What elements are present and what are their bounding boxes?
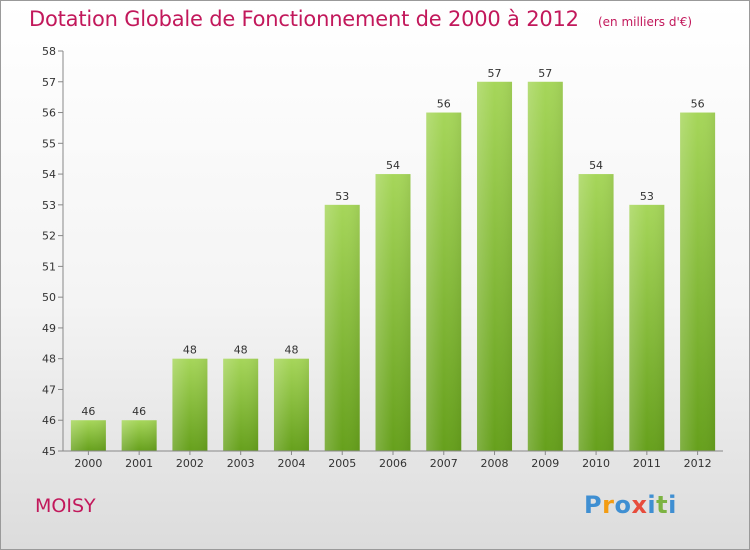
x-axis: 2000 2001 2002 2003 2004 2005 2006 2007 2008 2009… bbox=[63, 450, 723, 470]
bar-shade bbox=[680, 112, 716, 452]
x-tick-label: 2002 bbox=[176, 457, 204, 470]
chart-title: Dotation Globale de Fonctionnement de 20… bbox=[29, 7, 579, 31]
y-tick-label: 56 bbox=[42, 107, 56, 120]
x-tick-label: 2005 bbox=[328, 457, 356, 470]
x-tick-label: 2010 bbox=[582, 457, 610, 470]
bar-value-label: 48 bbox=[183, 344, 197, 357]
bar-value-label: 54 bbox=[386, 159, 400, 172]
x-tick-label: 2003 bbox=[227, 457, 255, 470]
x-tick-label: 2012 bbox=[684, 457, 712, 470]
logo-letter: r bbox=[602, 491, 615, 519]
x-tick-label: 2008 bbox=[481, 457, 509, 470]
bar-value-label: 56 bbox=[437, 98, 451, 111]
y-tick-label: 52 bbox=[42, 230, 56, 243]
y-tick-label: 46 bbox=[42, 414, 56, 427]
logo-letter: x bbox=[631, 491, 648, 519]
bar-value-label: 53 bbox=[640, 190, 654, 203]
logo-letter: t bbox=[656, 491, 669, 519]
bar-value-label: 53 bbox=[335, 190, 349, 203]
y-tick-label: 49 bbox=[42, 322, 56, 335]
proxiti-logo: Proxiti bbox=[584, 491, 677, 519]
y-tick-label: 45 bbox=[42, 445, 56, 458]
bar-shade bbox=[629, 204, 665, 451]
y-tick-label: 47 bbox=[42, 383, 56, 396]
x-tick-label: 2006 bbox=[379, 457, 407, 470]
bar-value-label: 57 bbox=[538, 67, 552, 80]
y-tick-label: 58 bbox=[42, 45, 56, 58]
logo-letter: o bbox=[614, 491, 632, 519]
bar-shade bbox=[375, 174, 411, 452]
bar-value-label: 54 bbox=[589, 159, 603, 172]
location-label: MOISY bbox=[35, 495, 96, 517]
chart-unit: (en milliers d'€) bbox=[597, 15, 693, 29]
bar-shade bbox=[578, 174, 614, 452]
bar-shade bbox=[223, 358, 259, 451]
x-tick-label: 2009 bbox=[531, 457, 559, 470]
bars: 46 46 48 48 48 53 54 56 57 57 54 53 56 bbox=[70, 67, 716, 452]
logo-letter: P bbox=[584, 491, 603, 519]
bar-value-label: 46 bbox=[132, 405, 146, 418]
y-tick-label: 53 bbox=[42, 199, 56, 212]
y-tick-label: 48 bbox=[42, 353, 56, 366]
bar-value-label: 57 bbox=[488, 67, 502, 80]
bar-value-label: 48 bbox=[234, 344, 248, 357]
y-axis: 45 46 47 48 49 50 51 52 53 54 55 56 57 58 bbox=[42, 45, 64, 458]
y-tick-label: 54 bbox=[42, 168, 56, 181]
bar-shade bbox=[527, 81, 563, 452]
y-tick-label: 55 bbox=[42, 137, 56, 150]
chart-title-block: Dotation Globale de Fonctionnement de 20… bbox=[29, 7, 692, 31]
bar-shade bbox=[121, 420, 157, 451]
x-tick-label: 2004 bbox=[277, 457, 305, 470]
logo-letter: i bbox=[647, 491, 657, 519]
x-tick-label: 2007 bbox=[430, 457, 458, 470]
x-tick-label: 2011 bbox=[633, 457, 661, 470]
bar-value-label: 56 bbox=[691, 98, 705, 111]
bar-shade bbox=[324, 204, 360, 451]
logo-letter: i bbox=[668, 491, 677, 519]
y-tick-label: 50 bbox=[42, 291, 56, 304]
bar-shade bbox=[172, 358, 208, 451]
x-tick-label: 2001 bbox=[125, 457, 153, 470]
x-tick-label: 2000 bbox=[74, 457, 102, 470]
bar-shade bbox=[477, 81, 513, 452]
y-tick-label: 51 bbox=[42, 260, 56, 273]
bar-shade bbox=[273, 358, 309, 451]
bar-shade bbox=[70, 420, 106, 451]
bar-value-label: 46 bbox=[81, 405, 95, 418]
bar-value-label: 48 bbox=[284, 344, 298, 357]
y-tick-label: 57 bbox=[42, 76, 56, 89]
bar-shade bbox=[426, 112, 462, 452]
